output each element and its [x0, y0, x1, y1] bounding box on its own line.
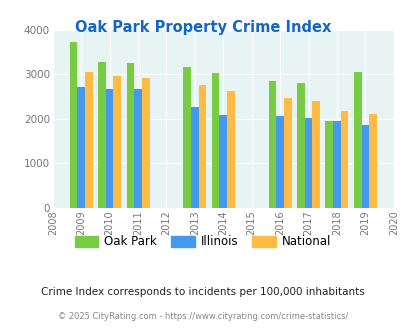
Bar [191, 107, 198, 208]
Bar [183, 67, 191, 208]
Bar [211, 73, 219, 208]
Text: Oak Park Property Crime Index: Oak Park Property Crime Index [75, 20, 330, 35]
Bar [70, 42, 77, 208]
Bar [311, 101, 319, 208]
Bar [283, 98, 291, 208]
Bar [268, 81, 276, 208]
Bar [304, 118, 311, 208]
Bar [353, 73, 361, 208]
Bar [126, 63, 134, 208]
Text: © 2025 CityRating.com - https://www.cityrating.com/crime-statistics/: © 2025 CityRating.com - https://www.city… [58, 312, 347, 321]
Bar [134, 89, 141, 208]
Bar [77, 87, 85, 208]
Bar [198, 85, 206, 208]
Bar [276, 116, 283, 208]
Bar [340, 111, 347, 208]
Bar [106, 89, 113, 208]
Bar [296, 83, 304, 208]
Legend: Oak Park, Illinois, National: Oak Park, Illinois, National [70, 231, 335, 253]
Text: Crime Index corresponds to incidents per 100,000 inhabitants: Crime Index corresponds to incidents per… [41, 287, 364, 297]
Bar [325, 121, 333, 208]
Bar [141, 78, 149, 208]
Bar [333, 121, 340, 208]
Bar [226, 91, 234, 208]
Bar [368, 114, 376, 208]
Bar [361, 125, 368, 208]
Bar [85, 72, 92, 208]
Bar [219, 115, 226, 208]
Bar [113, 77, 121, 208]
Bar [98, 62, 106, 208]
